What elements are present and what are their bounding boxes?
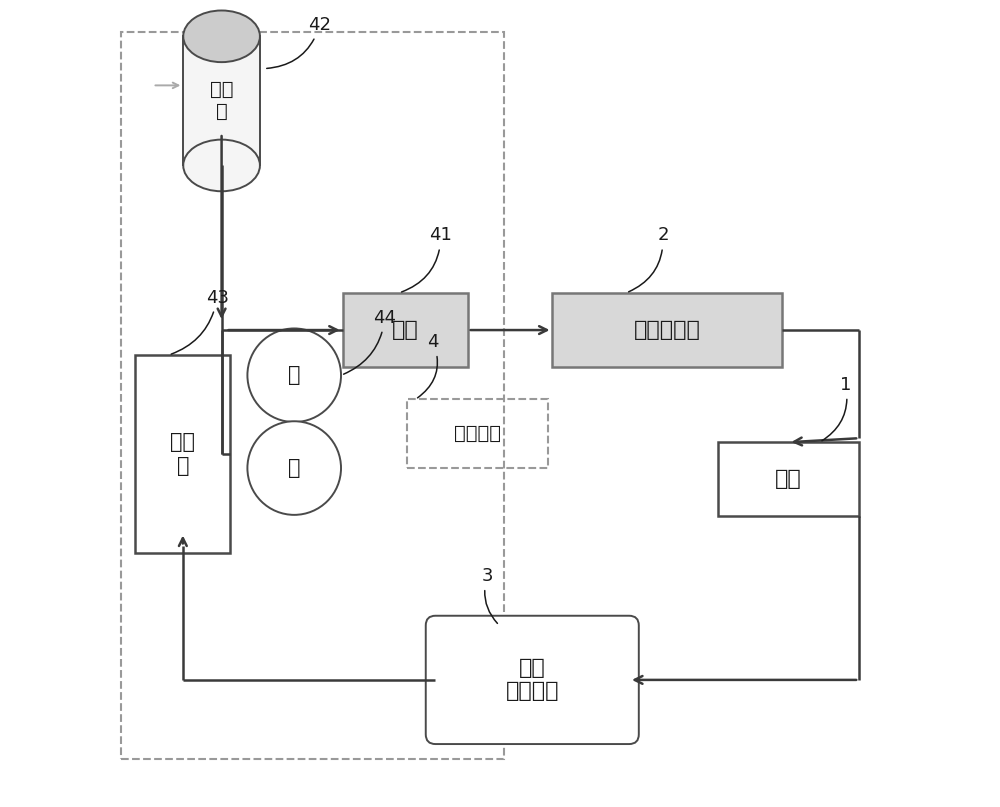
Text: 扇: 扇	[288, 458, 300, 478]
Text: 风: 风	[288, 366, 300, 385]
Text: 其他
冷却附件: 其他 冷却附件	[506, 659, 559, 701]
Text: 43: 43	[171, 289, 229, 354]
Text: 1: 1	[822, 376, 851, 441]
FancyBboxPatch shape	[426, 616, 639, 744]
Text: 2: 2	[629, 227, 669, 292]
Circle shape	[247, 328, 341, 422]
Text: 冷却系统: 冷却系统	[454, 424, 501, 443]
Text: 42: 42	[267, 16, 331, 69]
Text: 4: 4	[418, 333, 439, 398]
FancyBboxPatch shape	[552, 293, 782, 367]
FancyBboxPatch shape	[135, 355, 230, 553]
Text: 电机控制器: 电机控制器	[634, 320, 701, 340]
Text: 电机: 电机	[775, 470, 802, 489]
Text: 水泵: 水泵	[392, 320, 419, 340]
Text: 3: 3	[482, 567, 497, 624]
FancyBboxPatch shape	[183, 36, 260, 165]
Text: 散热
器: 散热 器	[170, 433, 195, 475]
FancyBboxPatch shape	[343, 293, 468, 367]
Circle shape	[247, 421, 341, 515]
Text: 41: 41	[402, 227, 452, 292]
Text: 膨胀
箱: 膨胀 箱	[210, 81, 233, 121]
FancyBboxPatch shape	[718, 442, 859, 516]
Text: 44: 44	[344, 309, 396, 374]
Ellipse shape	[183, 10, 260, 62]
Ellipse shape	[183, 140, 260, 191]
